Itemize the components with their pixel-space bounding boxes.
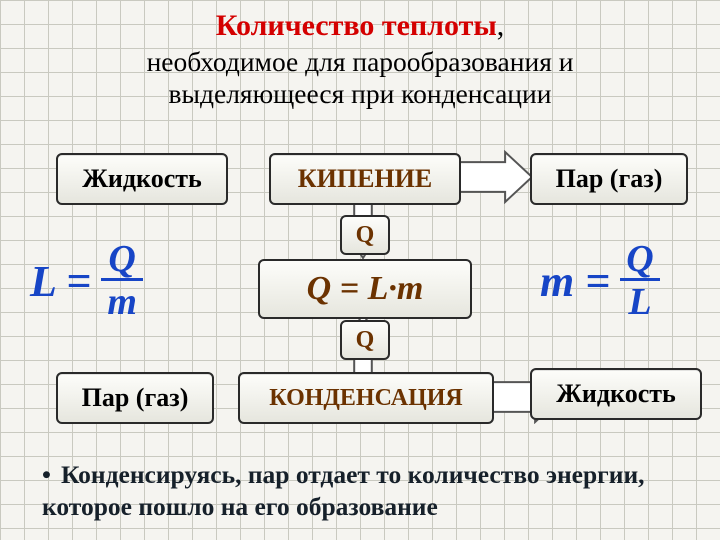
box-condensation-label: КОНДЕНСАЦИЯ xyxy=(269,385,462,412)
fraction-left-den: m xyxy=(101,281,143,323)
equation-l-eq-q-over-m: L = Q m xyxy=(30,240,143,323)
fraction-right: Q L xyxy=(620,240,659,323)
bullet-icon: • xyxy=(42,460,51,489)
title-main: Количество теплоты xyxy=(216,9,497,42)
box-boiling: КИПЕНИЕ xyxy=(269,153,461,205)
q-label-bottom: Q xyxy=(340,320,390,360)
center-formula-text: Q = L·m xyxy=(307,270,424,308)
box-liquid-bottom: Жидкость xyxy=(530,368,702,420)
bullet-text: Конденсируясь, пар отдает то количество … xyxy=(42,460,645,522)
slide-title: Количество теплоты, xyxy=(0,0,720,44)
box-liquid-bottom-label: Жидкость xyxy=(556,379,676,409)
box-gas-bottom-label: Пар (газ) xyxy=(82,383,189,413)
box-condensation: КОНДЕНСАЦИЯ xyxy=(238,372,494,424)
box-gas-top: Пар (газ) xyxy=(530,153,688,205)
q-label-bottom-text: Q xyxy=(356,327,375,354)
fraction-left-num: Q xyxy=(101,240,143,281)
box-liquid-top-label: Жидкость xyxy=(82,164,202,194)
title-comma: , xyxy=(497,9,505,42)
equation-m-eq-q-over-l: m = Q L xyxy=(540,240,660,323)
q-label-top: Q xyxy=(340,215,390,255)
equation-right-lhs: m = xyxy=(540,256,610,307)
slide-root: Количество теплоты, необходимое для паро… xyxy=(0,0,720,540)
arrow-boiling-to-gas xyxy=(458,150,534,204)
q-label-top-text: Q xyxy=(356,222,375,249)
bullet-note: •Конденсируясь, пар отдает то количество… xyxy=(42,459,692,524)
box-boiling-label: КИПЕНИЕ xyxy=(298,164,432,194)
box-gas-top-label: Пар (газ) xyxy=(556,164,663,194)
subtitle-line-1: необходимое для парообразования и xyxy=(147,46,574,77)
fraction-left: Q m xyxy=(101,240,143,323)
equation-left-lhs: L = xyxy=(30,256,91,307)
content-layer: Количество теплоты, необходимое для паро… xyxy=(0,0,720,540)
slide-subtitle: необходимое для парообразования и выделя… xyxy=(0,46,720,109)
subtitle-line-2: выделяющееся при конденсации xyxy=(169,78,552,109)
box-gas-bottom: Пар (газ) xyxy=(56,372,214,424)
box-liquid-top: Жидкость xyxy=(56,153,228,205)
fraction-right-num: Q xyxy=(620,240,659,281)
fraction-right-den: L xyxy=(620,281,659,323)
center-formula-box: Q = L·m xyxy=(258,259,472,319)
